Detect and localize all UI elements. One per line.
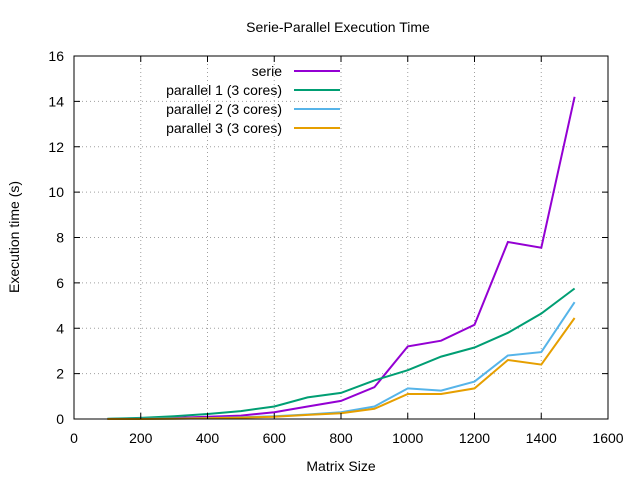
series-lines [107, 96, 576, 420]
chart-title: Serie-Parallel Execution Time [246, 19, 430, 35]
x-tick-label: 600 [263, 430, 287, 446]
legend: serie parallel 1 (3 cores) parallel 2 (3 c… [166, 63, 340, 136]
x-tick-label: 0 [70, 430, 78, 446]
legend-label-1: serie [252, 63, 283, 79]
y-tick-label: 2 [56, 366, 64, 382]
x-tick-label: 1000 [392, 430, 423, 446]
x-tick-label: 400 [196, 430, 220, 446]
axis-ticks: 0 200 400 600 800 1000 1200 1400 1600 0 2 4 6 8 10 12 14… [48, 48, 623, 446]
grid [74, 56, 608, 419]
x-tick-label: 800 [329, 430, 353, 446]
series-line-1 [107, 96, 576, 420]
legend-label-4: parallel 3 (3 cores) [166, 120, 282, 136]
x-axis-title: Matrix Size [306, 458, 375, 474]
y-tick-label: 12 [48, 139, 64, 155]
y-axis-title: Execution time (s) [6, 181, 22, 293]
y-tick-label: 10 [48, 184, 64, 200]
y-tick-label: 0 [56, 411, 64, 427]
x-tick-label: 200 [129, 430, 153, 446]
y-tick-label: 16 [48, 48, 64, 64]
series-line-2 [107, 287, 576, 420]
x-tick-label: 1400 [526, 430, 557, 446]
x-tick-label: 1200 [459, 430, 490, 446]
y-tick-label: 8 [56, 230, 64, 246]
legend-label-3: parallel 2 (3 cores) [166, 101, 282, 117]
y-tick-label: 6 [56, 275, 64, 291]
y-tick-label: 14 [48, 93, 64, 109]
legend-label-2: parallel 1 (3 cores) [166, 82, 282, 98]
y-tick-label: 4 [56, 320, 64, 336]
x-tick-label: 1600 [592, 430, 623, 446]
